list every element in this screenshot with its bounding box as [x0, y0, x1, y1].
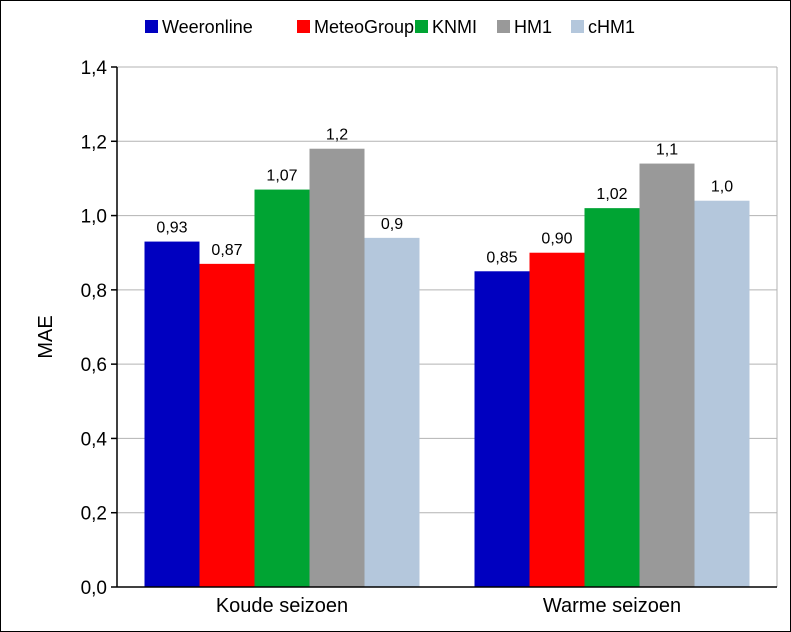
legend-label: MeteoGroup	[314, 17, 414, 37]
x-category-label: Warme seizoen	[543, 595, 681, 617]
data-label: 1,07	[266, 168, 297, 185]
data-label: 1,1	[656, 142, 678, 159]
bar	[309, 148, 365, 587]
data-label: 0,85	[486, 249, 517, 266]
legend-swatch	[145, 20, 158, 33]
bars: 0,93 0,87 1,07 1,2 0,9 0,85 0,90 1,02 1,1 1,0	[144, 127, 750, 588]
bar	[254, 189, 310, 588]
legend-label: HM1	[514, 17, 552, 37]
axes: 0,0 0,2 0,4 0,6 0,8 1,0 1,2 1,4 Koude seizoen War…	[81, 58, 777, 617]
legend-swatch	[297, 20, 310, 33]
bar	[529, 252, 585, 587]
y-tick-label: 0,0	[81, 578, 107, 599]
bar	[474, 271, 530, 587]
data-label: 1,0	[711, 179, 733, 196]
bar	[199, 263, 255, 587]
data-label: 1,02	[596, 186, 627, 203]
legend-swatch	[415, 20, 428, 33]
legend-label: Weeronline	[162, 17, 253, 37]
legend-swatch	[497, 20, 510, 33]
y-tick-label: 1,4	[81, 58, 108, 79]
bar	[584, 208, 640, 587]
y-axis-title: MAE	[35, 315, 57, 358]
data-label: 0,90	[541, 231, 572, 248]
y-tick-label: 0,2	[81, 504, 107, 525]
legend-swatch	[571, 20, 584, 33]
data-label: 0,87	[211, 242, 242, 259]
y-tick-label: 0,6	[81, 355, 107, 376]
legend-label: KNMI	[432, 17, 477, 37]
bar	[364, 237, 420, 587]
bar	[144, 241, 200, 588]
data-label: 0,9	[381, 216, 403, 233]
legend-label: cHM1	[588, 17, 635, 37]
y-tick-label: 1,2	[81, 132, 107, 153]
bar	[639, 163, 695, 588]
y-tick-label: 0,8	[81, 281, 107, 302]
data-label: 0,93	[156, 220, 187, 237]
y-tick-label: 1,0	[81, 207, 107, 228]
data-label: 1,2	[326, 127, 348, 144]
y-tick-label: 0,4	[81, 429, 108, 450]
x-category-label: Koude seizoen	[216, 595, 348, 617]
bar	[694, 200, 750, 587]
legend: Weeronline MeteoGroup KNMI HM1 cHM1	[145, 17, 635, 37]
